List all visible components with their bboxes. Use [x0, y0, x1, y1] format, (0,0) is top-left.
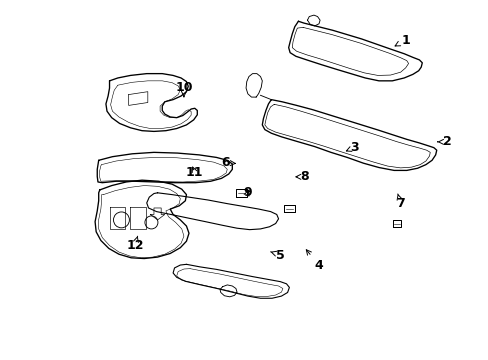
- Text: 5: 5: [270, 248, 284, 261]
- Text: 2: 2: [437, 135, 451, 148]
- Text: 4: 4: [305, 250, 323, 272]
- Text: 9: 9: [243, 186, 251, 199]
- Text: 7: 7: [395, 194, 404, 210]
- Text: 12: 12: [126, 236, 143, 252]
- Text: 11: 11: [185, 166, 203, 179]
- Text: 6: 6: [221, 156, 235, 169]
- Text: 8: 8: [295, 170, 308, 183]
- Text: 1: 1: [394, 34, 409, 47]
- Text: 3: 3: [346, 141, 358, 154]
- Text: 10: 10: [175, 81, 192, 97]
